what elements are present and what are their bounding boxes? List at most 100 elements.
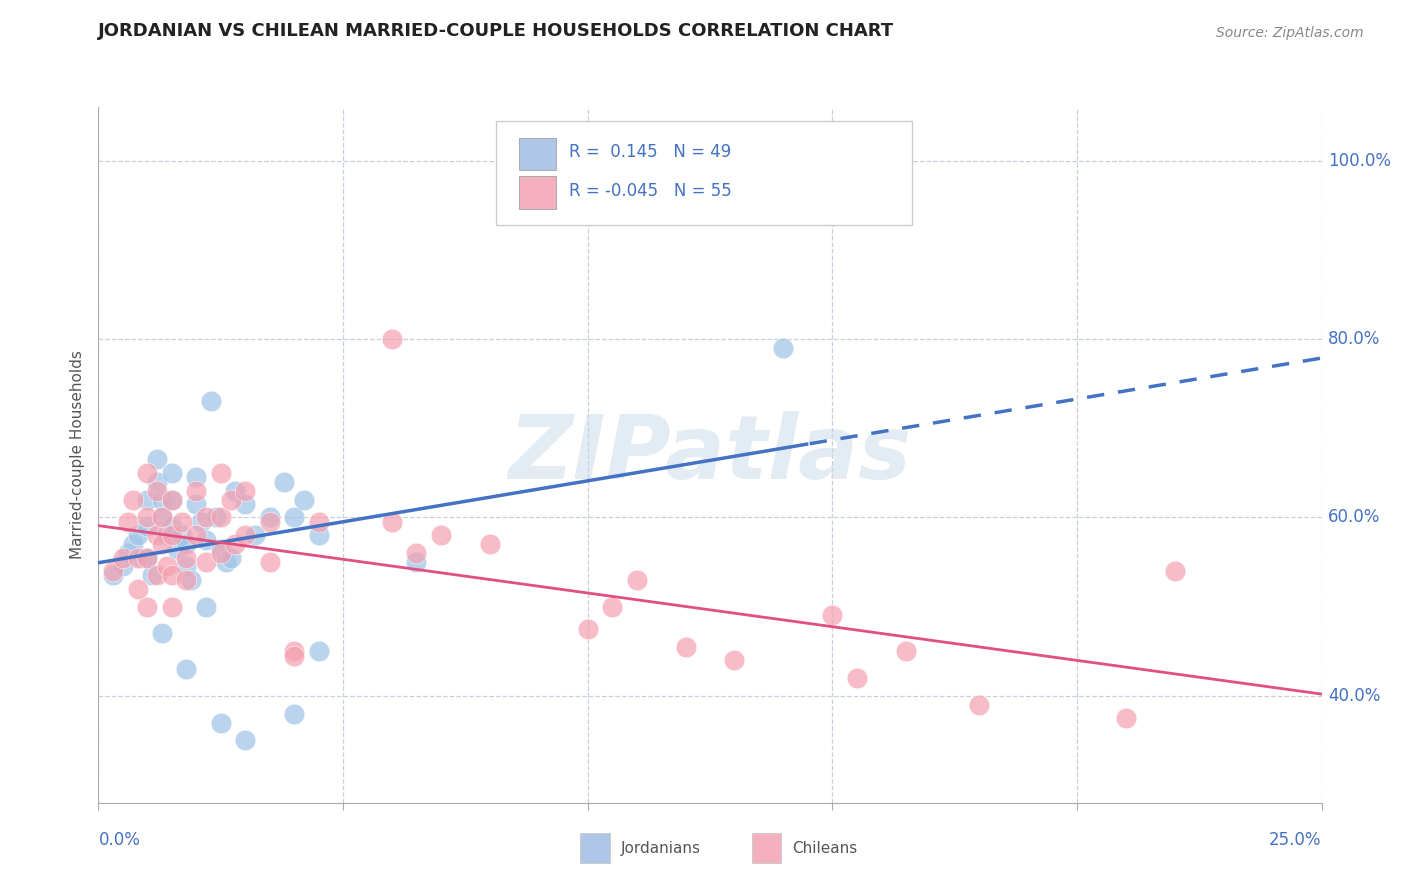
Text: R = -0.045   N = 55: R = -0.045 N = 55	[569, 182, 733, 200]
Point	[150, 626, 173, 640]
Point	[101, 568, 124, 582]
Point	[405, 546, 427, 560]
Point	[186, 483, 208, 498]
Point	[283, 706, 305, 721]
Point	[136, 550, 159, 565]
Point	[1115, 711, 1137, 725]
FancyBboxPatch shape	[581, 833, 610, 863]
FancyBboxPatch shape	[496, 121, 912, 226]
Point	[967, 698, 990, 712]
Point	[176, 573, 198, 587]
Point	[160, 519, 183, 533]
Point	[127, 582, 149, 596]
Point	[150, 510, 173, 524]
Point	[308, 528, 330, 542]
Point	[136, 550, 159, 565]
Point	[283, 648, 305, 663]
Point	[845, 671, 868, 685]
Point	[219, 492, 242, 507]
Point	[259, 515, 281, 529]
Point	[146, 528, 169, 542]
Point	[160, 466, 183, 480]
Point	[821, 608, 844, 623]
Point	[259, 555, 281, 569]
Point	[195, 555, 218, 569]
Point	[205, 510, 228, 524]
Text: Chileans: Chileans	[792, 840, 858, 855]
Point	[186, 470, 208, 484]
Point	[600, 599, 623, 614]
Point	[136, 519, 159, 533]
Point	[259, 510, 281, 524]
Point	[214, 555, 236, 569]
Point	[117, 515, 139, 529]
Point	[121, 537, 143, 551]
Y-axis label: Married-couple Households: Married-couple Households	[70, 351, 86, 559]
Point	[160, 492, 183, 507]
Point	[195, 533, 218, 547]
Point	[233, 497, 256, 511]
Point	[156, 528, 179, 542]
Point	[626, 573, 648, 587]
Point	[576, 622, 599, 636]
Point	[176, 662, 198, 676]
Point	[209, 510, 232, 524]
Point	[283, 644, 305, 658]
Point	[150, 510, 173, 524]
Point	[170, 528, 193, 542]
Point	[273, 475, 295, 489]
Point	[723, 653, 745, 667]
Text: 80.0%: 80.0%	[1327, 330, 1381, 348]
Point	[150, 492, 173, 507]
Point	[146, 483, 169, 498]
FancyBboxPatch shape	[519, 176, 555, 209]
Point	[209, 715, 232, 730]
Point	[233, 528, 256, 542]
Point	[121, 492, 143, 507]
Text: 60.0%: 60.0%	[1327, 508, 1381, 526]
Point	[166, 541, 188, 556]
Point	[111, 550, 134, 565]
Point	[136, 466, 159, 480]
Text: JORDANIAN VS CHILEAN MARRIED-COUPLE HOUSEHOLDS CORRELATION CHART: JORDANIAN VS CHILEAN MARRIED-COUPLE HOUS…	[98, 22, 894, 40]
Point	[308, 515, 330, 529]
Point	[195, 510, 218, 524]
Point	[111, 559, 134, 574]
Point	[101, 564, 124, 578]
Text: ZIPatlas: ZIPatlas	[509, 411, 911, 499]
Text: 100.0%: 100.0%	[1327, 152, 1391, 169]
Point	[219, 550, 242, 565]
Text: R =  0.145   N = 49: R = 0.145 N = 49	[569, 144, 731, 161]
Point	[283, 510, 305, 524]
Point	[190, 515, 212, 529]
Text: 40.0%: 40.0%	[1327, 687, 1381, 705]
Point	[180, 573, 202, 587]
Point	[160, 528, 183, 542]
FancyBboxPatch shape	[752, 833, 780, 863]
Point	[209, 466, 232, 480]
Point	[209, 546, 232, 560]
FancyBboxPatch shape	[519, 137, 555, 170]
Point	[117, 546, 139, 560]
Point	[127, 550, 149, 565]
Point	[160, 599, 183, 614]
Point	[170, 515, 193, 529]
Point	[146, 452, 169, 467]
Point	[150, 537, 173, 551]
Point	[381, 515, 404, 529]
Point	[675, 640, 697, 654]
Point	[772, 341, 794, 355]
Point	[186, 528, 208, 542]
Point	[160, 492, 183, 507]
Point	[243, 528, 266, 542]
Text: Source: ZipAtlas.com: Source: ZipAtlas.com	[1216, 26, 1364, 40]
Point	[141, 568, 163, 582]
Point	[224, 537, 246, 551]
Point	[894, 644, 917, 658]
Point	[224, 483, 246, 498]
Point	[405, 555, 427, 569]
Point	[1164, 564, 1187, 578]
Point	[233, 733, 256, 747]
Point	[136, 492, 159, 507]
Text: 0.0%: 0.0%	[98, 831, 141, 849]
